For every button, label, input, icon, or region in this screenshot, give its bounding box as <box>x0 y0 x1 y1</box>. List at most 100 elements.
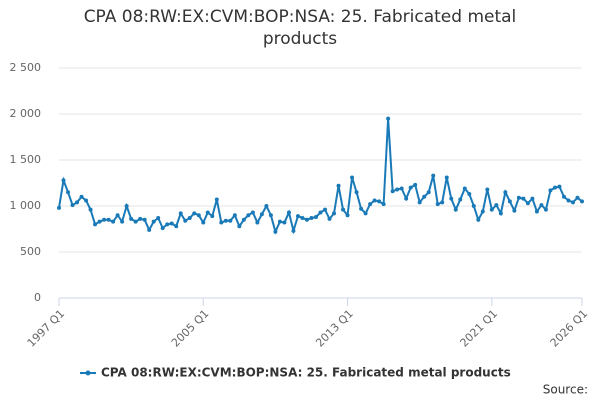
point <box>120 219 125 224</box>
point <box>575 195 580 200</box>
point <box>426 190 431 195</box>
point <box>57 205 61 210</box>
point <box>70 203 75 208</box>
point <box>543 207 548 212</box>
point <box>489 207 494 212</box>
series-line <box>58 118 583 235</box>
point <box>88 207 93 212</box>
point <box>178 211 183 216</box>
point <box>413 182 418 187</box>
point <box>246 213 251 218</box>
x-tick-label: 2026 Q1 <box>548 307 591 350</box>
point <box>485 187 490 192</box>
point <box>138 216 143 221</box>
point <box>273 229 278 234</box>
point <box>390 189 395 194</box>
x-tick-label: 1997 Q1 <box>25 307 68 350</box>
point <box>241 217 246 222</box>
point <box>471 204 476 208</box>
point <box>93 222 98 227</box>
point <box>377 199 382 204</box>
point <box>557 184 562 189</box>
point <box>381 202 386 207</box>
point <box>503 190 508 195</box>
point <box>318 210 323 215</box>
chart-title: CPA 08:RW:EX:CVM:BOP:NSA: 25. Fabricated… <box>83 7 517 49</box>
point <box>580 199 584 204</box>
point <box>417 200 422 205</box>
point <box>512 208 517 213</box>
point <box>422 194 427 199</box>
point <box>480 209 485 214</box>
point <box>160 226 165 231</box>
point <box>255 220 260 225</box>
point <box>124 204 129 208</box>
point <box>232 213 237 218</box>
point <box>386 116 391 121</box>
point <box>79 194 84 199</box>
point <box>309 215 314 220</box>
point <box>408 185 413 190</box>
source: Source: <box>543 383 588 397</box>
point <box>354 190 359 195</box>
point <box>404 196 409 201</box>
point <box>534 209 539 214</box>
point <box>219 220 224 225</box>
point <box>516 195 521 200</box>
point <box>156 215 161 220</box>
point <box>552 185 557 190</box>
point <box>399 186 404 191</box>
point <box>359 206 364 211</box>
y-tick-label: 2 500 <box>10 61 42 74</box>
point <box>165 222 170 227</box>
point <box>530 196 535 201</box>
point <box>313 215 318 220</box>
point <box>476 217 481 222</box>
y-tick-label: 500 <box>20 245 41 258</box>
point <box>264 204 269 208</box>
point <box>525 201 530 206</box>
point <box>201 220 206 225</box>
point <box>350 175 355 180</box>
y-tick-label: 1 000 <box>10 199 42 212</box>
x-tick-label: 2013 Q1 <box>313 307 356 350</box>
point <box>142 217 147 222</box>
point <box>84 198 89 203</box>
point <box>467 192 472 197</box>
point <box>66 190 71 195</box>
point <box>304 217 309 222</box>
point <box>295 214 300 219</box>
point <box>268 213 273 218</box>
y-tick-label: 0 <box>34 291 41 304</box>
point <box>327 216 332 221</box>
point <box>323 207 328 212</box>
point <box>210 214 215 219</box>
point <box>395 187 400 192</box>
legend-label: CPA 08:RW:EX:CVM:BOP:NSA: 25. Fabricated… <box>101 366 511 380</box>
point <box>300 215 305 220</box>
point <box>444 175 449 180</box>
point <box>539 203 544 208</box>
point <box>115 213 120 218</box>
point <box>368 202 373 207</box>
point <box>363 211 368 216</box>
point <box>196 213 201 218</box>
point <box>332 211 337 216</box>
point <box>561 194 566 199</box>
point <box>169 221 174 226</box>
point <box>174 224 179 229</box>
point <box>133 219 138 224</box>
x-tick-label: 2005 Q1 <box>169 307 212 350</box>
point <box>259 212 264 217</box>
point <box>97 219 102 224</box>
point <box>151 219 156 224</box>
point <box>129 216 134 221</box>
point <box>462 186 467 191</box>
point <box>566 198 571 203</box>
point <box>341 207 346 212</box>
point <box>431 173 436 178</box>
point <box>277 219 282 224</box>
point <box>521 196 526 201</box>
